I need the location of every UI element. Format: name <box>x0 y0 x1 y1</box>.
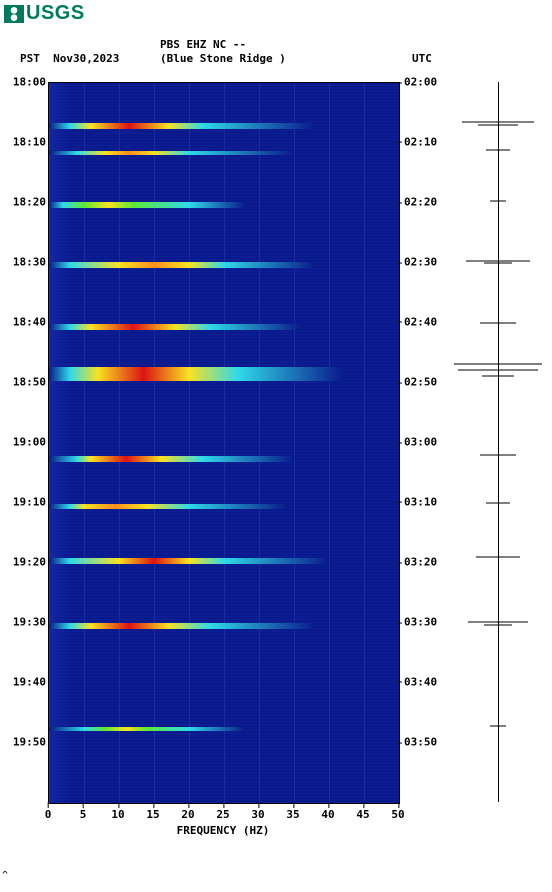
x-tick: 5 <box>80 808 87 821</box>
x-tick: 50 <box>391 808 404 821</box>
spectral-event <box>49 123 399 129</box>
wave-icon <box>4 5 24 23</box>
y-tick-left: 19:30 <box>13 616 46 629</box>
y-axis-utc: 02:0002:1002:2002:3002:4002:5003:0003:10… <box>400 82 446 802</box>
y-tick-left: 18:10 <box>13 135 46 148</box>
x-tick: 35 <box>286 808 299 821</box>
spectral-event <box>49 151 399 155</box>
x-axis-label: FREQUENCY (HZ) <box>177 824 270 837</box>
station-code: PBS EHZ NC -- <box>160 38 246 51</box>
logo-text: USGS <box>26 2 85 25</box>
spectral-event <box>49 202 399 208</box>
spectral-event <box>49 727 399 731</box>
y-tick-right: 02:30 <box>404 256 437 269</box>
y-axis-pst: 18:0018:1018:2018:3018:4018:5019:0019:10… <box>6 82 46 802</box>
y-tick-right: 03:40 <box>404 675 437 688</box>
spectral-event <box>49 456 399 462</box>
usgs-logo: USGS <box>4 2 85 25</box>
y-tick-left: 18:40 <box>13 315 46 328</box>
spectral-events <box>49 83 399 803</box>
y-tick-left: 18:20 <box>13 196 46 209</box>
x-tick: 20 <box>181 808 194 821</box>
x-tick: 40 <box>321 808 334 821</box>
x-tick: 30 <box>251 808 264 821</box>
y-tick-left: 19:40 <box>13 675 46 688</box>
y-tick-right: 03:50 <box>404 736 437 749</box>
x-tick: 0 <box>45 808 52 821</box>
spectrogram-plot <box>48 82 400 804</box>
y-tick-left: 18:00 <box>13 76 46 89</box>
spectral-event <box>49 623 399 629</box>
y-tick-left: 19:20 <box>13 556 46 569</box>
x-axis-frequency: FREQUENCY (HZ) 05101520253035404550 <box>48 802 398 842</box>
station-name: (Blue Stone Ridge ) <box>160 52 286 65</box>
timezone-left: PST Nov30,2023 <box>20 52 119 65</box>
y-tick-left: 19:00 <box>13 436 46 449</box>
y-tick-right: 02:00 <box>404 76 437 89</box>
y-tick-right: 03:10 <box>404 495 437 508</box>
spectral-event <box>49 558 399 564</box>
spectral-event <box>49 262 399 268</box>
x-tick: 25 <box>216 808 229 821</box>
y-tick-right: 02:50 <box>404 376 437 389</box>
y-tick-right: 03:20 <box>404 556 437 569</box>
spectral-event <box>49 324 399 330</box>
spectral-event <box>49 367 399 381</box>
y-tick-right: 03:00 <box>404 436 437 449</box>
seismogram-strip <box>450 82 546 802</box>
y-tick-right: 02:40 <box>404 315 437 328</box>
spectral-event <box>49 504 399 509</box>
y-tick-left: 19:50 <box>13 736 46 749</box>
seis-baseline <box>498 82 499 802</box>
y-tick-right: 03:30 <box>404 616 437 629</box>
y-tick-right: 02:20 <box>404 196 437 209</box>
y-tick-left: 18:50 <box>13 376 46 389</box>
y-tick-left: 19:10 <box>13 495 46 508</box>
x-tick: 10 <box>111 808 124 821</box>
timezone-right: UTC <box>412 52 432 65</box>
y-tick-left: 18:30 <box>13 256 46 269</box>
footer-mark: ^ <box>2 870 8 881</box>
y-tick-right: 02:10 <box>404 135 437 148</box>
x-tick: 15 <box>146 808 159 821</box>
x-tick: 45 <box>356 808 369 821</box>
